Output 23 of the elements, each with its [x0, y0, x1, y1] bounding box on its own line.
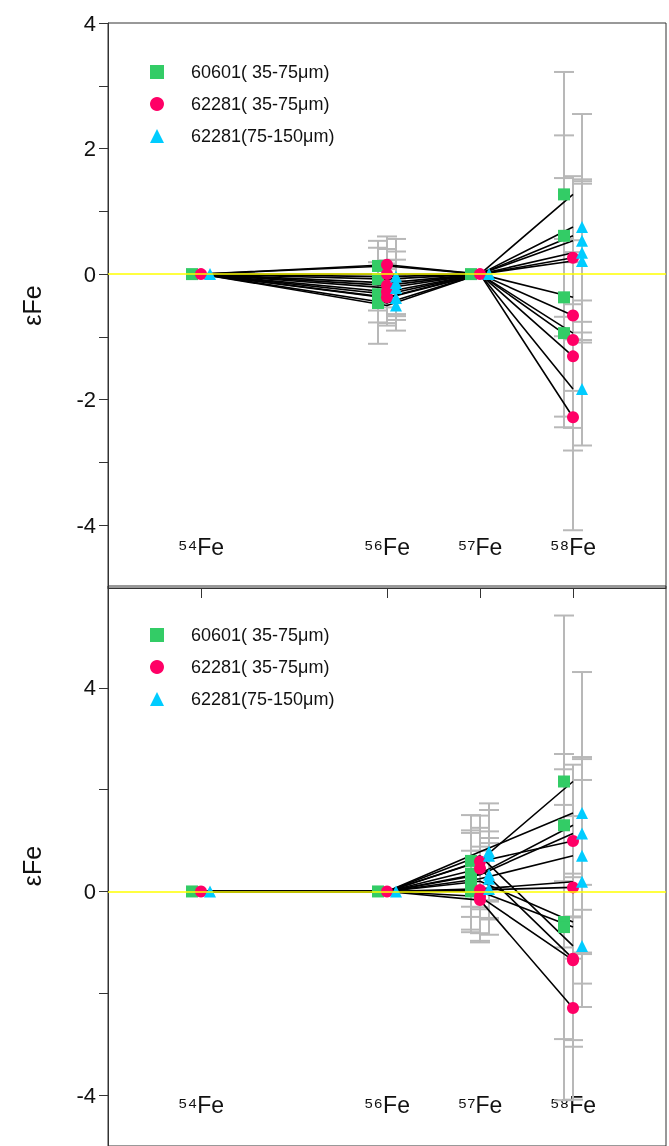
y-tick-label: 0 — [83, 261, 96, 287]
legend-label: 60601( 35-75μm) — [191, 625, 330, 645]
legend-label: 62281( 35-75μm) — [191, 94, 330, 114]
y-tick-label: -4 — [76, 1082, 96, 1108]
legend-label: 60601( 35-75μm) — [191, 62, 330, 82]
y-axis-title: εFe — [17, 285, 46, 326]
x-tick-label: ⁵⁷Fe — [457, 533, 503, 560]
y-tick-label: -2 — [76, 387, 96, 413]
x-tick-label: ⁵⁸Fe — [549, 533, 597, 560]
y-tick-label: 4 — [83, 675, 96, 701]
legend-label: 62281( 35-75μm) — [191, 657, 330, 677]
y-tick-label: 2 — [83, 136, 96, 162]
x-tick-label: ⁵⁶Fe — [364, 533, 410, 560]
x-tick-label: ⁵⁴Fe — [177, 533, 225, 560]
x-tick-label: ⁵⁷Fe — [457, 1091, 503, 1118]
x-tick-label: ⁵⁴Fe — [177, 1091, 225, 1118]
y-tick-label: 4 — [83, 10, 96, 36]
y-axis-title: εFe — [17, 845, 46, 887]
legend-label: 62281(75-150μm) — [191, 126, 335, 146]
legend-label: 62281(75-150μm) — [191, 689, 335, 709]
y-tick-label: 0 — [83, 878, 96, 904]
y-tick-label: -4 — [76, 512, 96, 538]
x-tick-label: ⁵⁶Fe — [364, 1091, 410, 1118]
